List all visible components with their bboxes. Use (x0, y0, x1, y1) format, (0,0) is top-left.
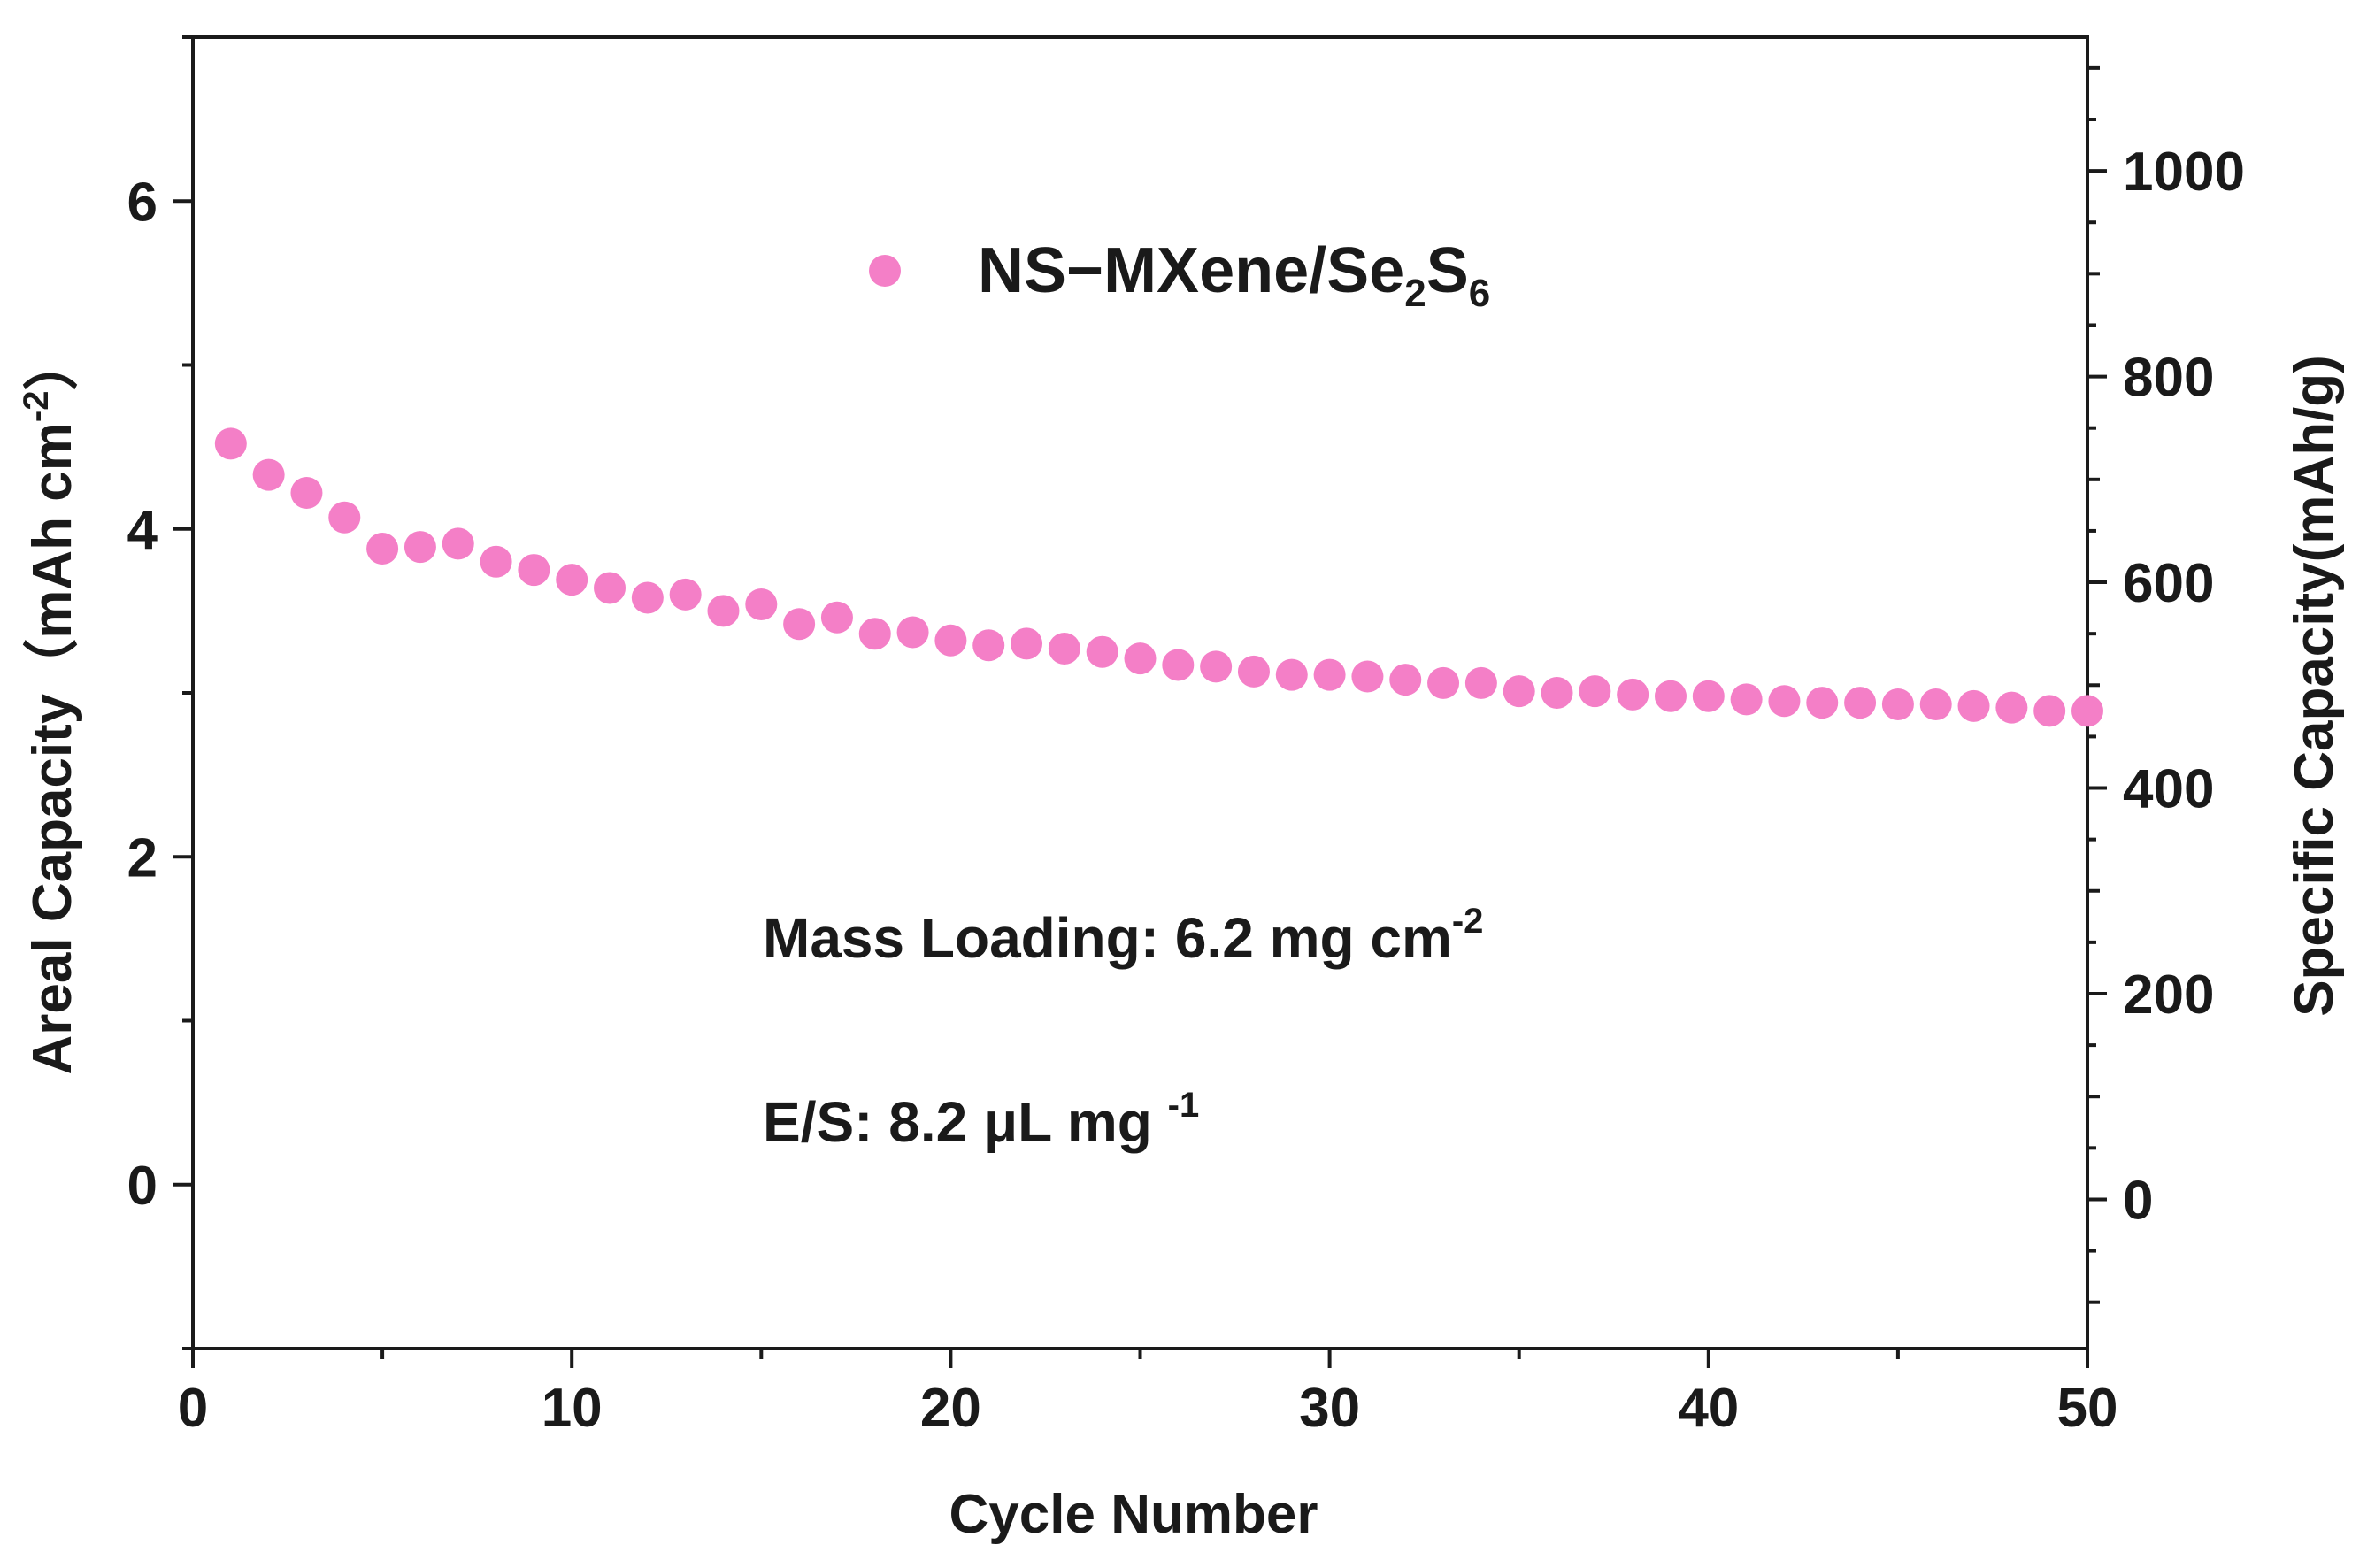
data-point (1086, 635, 1118, 668)
x-tick-label: 20 (920, 1378, 981, 1439)
y-axis-title: Areal Capacity（mAh cm-2） (17, 336, 83, 1075)
x-axis-title: Cycle Number (949, 1484, 1318, 1545)
data-point (1692, 680, 1725, 712)
y2-tick-labels: 0 200 400 600 800 1000 (2123, 142, 2245, 1231)
data-point (1768, 685, 1801, 718)
data-point (1011, 627, 1043, 660)
data-point (1162, 649, 1195, 681)
data-point (404, 531, 436, 564)
data-point (858, 618, 891, 650)
data-point (1464, 666, 1497, 699)
data-point (896, 616, 929, 649)
x-tick-label: 0 (178, 1378, 208, 1439)
data-point (594, 572, 626, 604)
y2-tick-label: 600 (2123, 553, 2214, 614)
data-point (252, 458, 285, 491)
data-point (366, 532, 399, 565)
data-point (1541, 677, 1573, 709)
data-point (518, 554, 550, 587)
data-point (1503, 675, 1535, 708)
data-point (1124, 642, 1157, 675)
data-point (1275, 658, 1308, 691)
data-point (442, 527, 474, 560)
data-point (1617, 678, 1649, 711)
y2-axis-title: Specific Capacity(mAh/g) (2284, 355, 2345, 1017)
y2-tick-label: 1000 (2123, 142, 2245, 203)
axis-ticks (173, 35, 2107, 1368)
data-point (1957, 689, 1990, 722)
data-point (2033, 695, 2066, 727)
data-point (631, 581, 664, 614)
data-point (1654, 680, 1687, 712)
data-point (556, 564, 588, 596)
data-point (1919, 688, 1952, 720)
data-point (1237, 655, 1270, 688)
data-series-points (214, 427, 2103, 727)
y-tick-labels: 0 2 4 6 (127, 172, 158, 1217)
data-point (1806, 687, 1839, 719)
y-tick-label: 2 (127, 827, 158, 888)
data-point (1881, 688, 1914, 720)
legend-marker (869, 255, 901, 287)
y-tick-label: 4 (127, 500, 158, 561)
data-point (707, 595, 740, 627)
data-point (1995, 691, 2028, 724)
data-point (290, 476, 323, 509)
y2-tick-label: 800 (2123, 348, 2214, 409)
data-point (1048, 632, 1080, 665)
annotation-es-ratio: E/S: 8.2 μL mg -1 (763, 1086, 1199, 1154)
data-point (1389, 664, 1422, 696)
y-tick-label: 0 (127, 1156, 158, 1217)
x-tick-label: 40 (1678, 1378, 1739, 1439)
data-point (820, 601, 853, 634)
legend-label: NS−MXene/Se2S6 (978, 235, 1490, 315)
annotation-mass-loading: Mass Loading: 6.2 mg cm-2 (763, 902, 1483, 970)
data-point (1313, 658, 1346, 691)
y2-tick-label: 200 (2123, 965, 2214, 1026)
legend: NS−MXene/Se2S6 (869, 235, 1490, 315)
data-point (934, 624, 967, 657)
y-tick-label: 6 (127, 172, 158, 233)
data-point (1200, 650, 1233, 683)
data-point (669, 578, 702, 611)
x-tick-labels: 0 10 20 30 40 50 (178, 1378, 2118, 1439)
data-point (783, 608, 816, 641)
data-point (480, 545, 512, 578)
data-point (745, 588, 778, 620)
x-tick-label: 30 (1299, 1378, 1360, 1439)
data-point (1844, 687, 1877, 719)
data-point (1427, 666, 1460, 699)
data-point (2071, 695, 2103, 727)
data-point (214, 427, 247, 460)
data-point (1730, 683, 1763, 716)
y2-tick-label: 400 (2123, 759, 2214, 820)
x-tick-label: 10 (542, 1378, 603, 1439)
data-point (972, 629, 1005, 662)
data-point (1579, 675, 1611, 708)
data-point (328, 501, 361, 534)
data-point (1351, 660, 1384, 693)
x-tick-label: 50 (2057, 1378, 2118, 1439)
y2-tick-label: 0 (2123, 1170, 2153, 1231)
